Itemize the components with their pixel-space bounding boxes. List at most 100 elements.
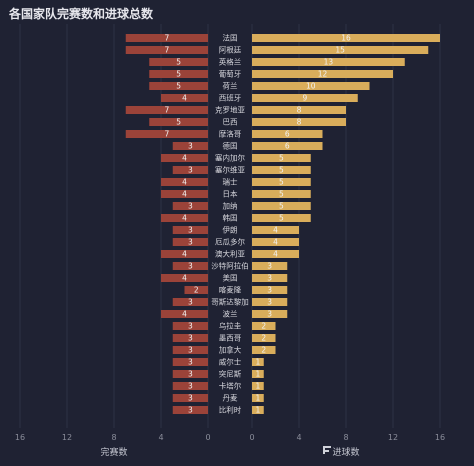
left-bar bbox=[161, 310, 208, 318]
right-bar bbox=[252, 94, 358, 102]
left-bar-value: 3 bbox=[188, 334, 193, 343]
right-bar-value: 3 bbox=[267, 298, 272, 307]
right-bar bbox=[252, 394, 264, 402]
left-tick-label: 4 bbox=[158, 433, 163, 442]
left-tick-label: 12 bbox=[62, 433, 72, 442]
left-bar bbox=[161, 94, 208, 102]
right-bar bbox=[252, 34, 440, 42]
left-bar bbox=[125, 34, 208, 42]
right-bar bbox=[252, 370, 264, 378]
left-bar bbox=[161, 274, 208, 282]
right-bar bbox=[252, 250, 299, 258]
category-label: 沙特阿拉伯 bbox=[211, 261, 249, 271]
category-label: 巴西 bbox=[223, 118, 238, 127]
left-bar-value: 5 bbox=[176, 82, 181, 91]
right-bar-value: 1 bbox=[255, 358, 260, 367]
category-label: 阿根廷 bbox=[219, 45, 242, 55]
chart-title: 各国家队完赛数和进球总数 bbox=[9, 7, 154, 21]
left-bar bbox=[172, 166, 208, 174]
left-bar-value: 2 bbox=[194, 286, 199, 295]
left-tick-label: 16 bbox=[15, 433, 25, 442]
category-label: 摩洛哥 bbox=[219, 129, 242, 139]
left-bar-value: 3 bbox=[188, 406, 193, 415]
left-bar-value: 4 bbox=[182, 154, 187, 163]
left-bar-value: 3 bbox=[188, 346, 193, 355]
right-axis-title: 进球数 bbox=[332, 446, 359, 458]
right-bar bbox=[252, 142, 323, 150]
right-bar bbox=[252, 106, 346, 114]
left-bar-value: 3 bbox=[188, 382, 193, 391]
right-bar bbox=[252, 130, 323, 138]
right-bar-value: 3 bbox=[267, 286, 272, 295]
left-bar-value: 3 bbox=[188, 202, 193, 211]
left-bar-value: 3 bbox=[188, 166, 193, 175]
left-bar-value: 4 bbox=[182, 94, 187, 103]
right-bar-value: 3 bbox=[267, 262, 272, 271]
right-bar-value: 8 bbox=[297, 106, 302, 115]
right-bar bbox=[252, 166, 311, 174]
left-bar bbox=[172, 382, 208, 390]
right-bar-value: 5 bbox=[279, 214, 284, 223]
left-bar-value: 4 bbox=[182, 178, 187, 187]
left-bar bbox=[172, 394, 208, 402]
category-label: 澳大利亚 bbox=[215, 249, 245, 259]
right-bar-value: 16 bbox=[341, 34, 351, 43]
right-bar-value: 1 bbox=[255, 370, 260, 379]
left-bar-value: 3 bbox=[188, 358, 193, 367]
right-tick-label: 4 bbox=[296, 433, 301, 442]
right-bar-value: 2 bbox=[261, 346, 266, 355]
left-tick-label: 0 bbox=[205, 433, 210, 442]
category-label: 丹麦 bbox=[223, 393, 238, 403]
right-bar bbox=[252, 58, 405, 66]
right-bar-value: 1 bbox=[255, 394, 260, 403]
right-bar-value: 1 bbox=[255, 406, 260, 415]
left-bar-value: 3 bbox=[188, 298, 193, 307]
fan-logo-icon bbox=[323, 446, 331, 454]
left-bar bbox=[161, 250, 208, 258]
category-label: 墨西哥 bbox=[219, 334, 242, 343]
left-bar bbox=[172, 322, 208, 330]
category-label: 卡塔尔 bbox=[219, 381, 242, 391]
category-label: 塞尔维亚 bbox=[215, 165, 245, 175]
right-bar-value: 8 bbox=[297, 118, 302, 127]
right-bar bbox=[252, 406, 264, 414]
left-bar bbox=[172, 346, 208, 354]
category-label: 德国 bbox=[223, 141, 238, 151]
right-bar-value: 4 bbox=[273, 250, 278, 259]
right-bar bbox=[252, 154, 311, 162]
right-tick-label: 8 bbox=[343, 433, 348, 442]
category-label: 厄瓜多尔 bbox=[215, 237, 245, 247]
left-bar bbox=[161, 178, 208, 186]
left-bar-value: 7 bbox=[164, 106, 169, 115]
category-label: 美国 bbox=[223, 273, 238, 283]
left-bar bbox=[172, 406, 208, 414]
right-bar-value: 5 bbox=[279, 166, 284, 175]
right-bar bbox=[252, 298, 288, 306]
left-bar-value: 7 bbox=[164, 46, 169, 55]
right-bar-value: 3 bbox=[267, 310, 272, 319]
right-bar-value: 3 bbox=[267, 274, 272, 283]
left-bar bbox=[172, 358, 208, 366]
right-bar-value: 6 bbox=[285, 142, 290, 151]
right-bar-value: 15 bbox=[335, 46, 345, 55]
left-bar-value: 4 bbox=[182, 214, 187, 223]
category-label: 韩国 bbox=[223, 213, 238, 223]
left-bar bbox=[149, 118, 208, 126]
right-tick-label: 16 bbox=[435, 433, 445, 442]
left-bar-value: 3 bbox=[188, 322, 193, 331]
left-bar-value: 3 bbox=[188, 394, 193, 403]
right-bar bbox=[252, 202, 311, 210]
right-bar bbox=[252, 46, 429, 54]
category-label: 西班牙 bbox=[219, 93, 242, 103]
right-bar-value: 10 bbox=[306, 82, 316, 91]
right-bar bbox=[252, 214, 311, 222]
right-bar-value: 2 bbox=[261, 334, 266, 343]
left-bar-value: 4 bbox=[182, 190, 187, 199]
left-bar bbox=[172, 238, 208, 246]
left-bar-value: 3 bbox=[188, 262, 193, 271]
left-axis-title: 完赛数 bbox=[100, 446, 127, 458]
category-label: 波兰 bbox=[223, 309, 238, 319]
right-bar bbox=[252, 178, 311, 186]
left-bar-value: 7 bbox=[164, 34, 169, 43]
